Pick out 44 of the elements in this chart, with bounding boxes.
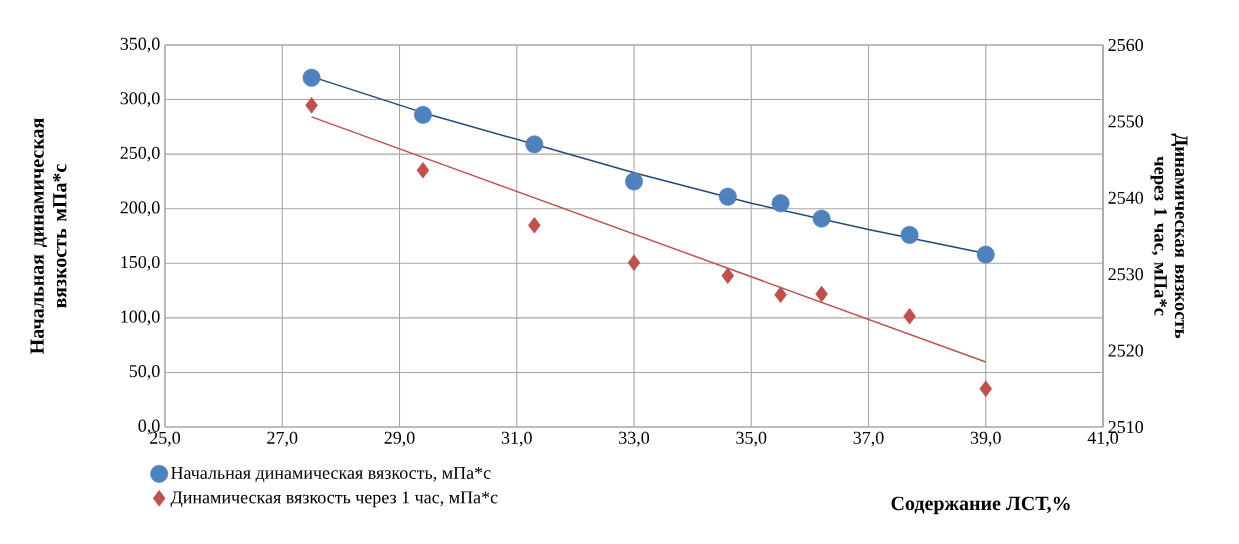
x-tick-label: 37,0 bbox=[853, 431, 884, 447]
y2-axis-title: Динамическая вязкость через 1 час, мПа*с bbox=[1150, 133, 1188, 339]
point bbox=[976, 245, 995, 264]
x-tick-label: 35,0 bbox=[736, 431, 767, 447]
point bbox=[302, 68, 321, 87]
x-tick-label: 27,0 bbox=[267, 431, 298, 447]
point bbox=[900, 225, 919, 244]
y2-tick-label: 2520 bbox=[1108, 344, 1144, 357]
y2-tick-label: 2550 bbox=[1108, 115, 1144, 128]
point bbox=[627, 254, 641, 272]
y-tick-label: 250,0 bbox=[120, 146, 160, 162]
x-axis-title: Содержание ЛСТ,% bbox=[891, 496, 1070, 515]
y-tick-label: 300,0 bbox=[120, 92, 160, 107]
y-axis-title: Начальная динамическая вязкость мПа*с bbox=[30, 118, 67, 354]
point bbox=[774, 286, 787, 304]
y2-tick-label: 2540 bbox=[1108, 191, 1144, 204]
point bbox=[625, 172, 643, 191]
x-tick-label: 31,0 bbox=[501, 431, 532, 447]
x-tick-label: 33,0 bbox=[619, 431, 650, 447]
y-tick-label: 100,0 bbox=[121, 310, 160, 326]
legend-label: Динамическая вязкость через 1 час, мПа*с bbox=[170, 491, 498, 508]
point bbox=[771, 194, 790, 213]
y-tick-label: 200,0 bbox=[120, 201, 160, 217]
point bbox=[903, 307, 916, 325]
y-tick-label: 50,0 bbox=[129, 365, 160, 380]
point bbox=[815, 285, 828, 303]
point bbox=[718, 187, 737, 206]
y-tick-label: 150,0 bbox=[121, 255, 160, 271]
y-tick-label: 350,0 bbox=[120, 37, 160, 53]
point bbox=[979, 380, 993, 398]
point bbox=[525, 135, 544, 154]
x-tick-label: 39,0 bbox=[970, 431, 1001, 447]
point bbox=[528, 217, 541, 234]
point bbox=[812, 209, 831, 228]
point bbox=[414, 105, 432, 124]
point bbox=[721, 267, 735, 284]
x-tick-label: 41,0 bbox=[1087, 431, 1119, 447]
y2-tick-label: 2530 bbox=[1108, 268, 1144, 281]
point bbox=[416, 162, 430, 179]
y2-tick-label: 2510 bbox=[1108, 420, 1144, 434]
legend-label: Начальная динамическая вязкость, мПа*с bbox=[171, 466, 491, 483]
x-tick-label: 29,0 bbox=[384, 431, 415, 447]
y2-tick-label: 2560 bbox=[1108, 38, 1144, 52]
point bbox=[305, 97, 318, 114]
